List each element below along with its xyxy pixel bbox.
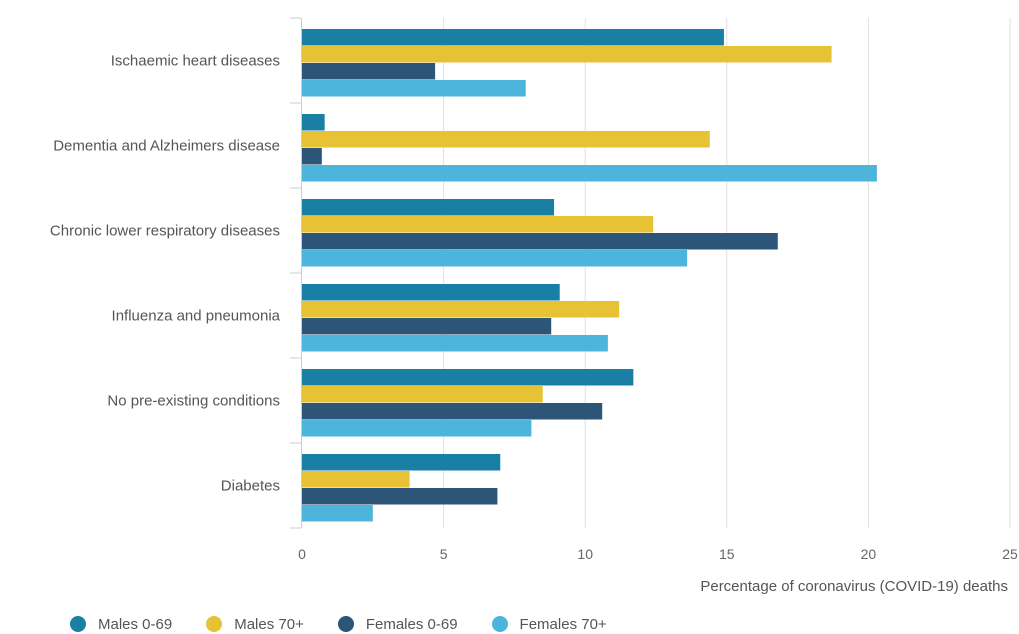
category-label: Influenza and pneumonia <box>112 308 281 325</box>
x-tick-labels: 0 5 10 15 20 25 <box>298 546 1018 562</box>
x-tick-label: 15 <box>719 546 735 562</box>
bar <box>302 29 724 46</box>
x-tick-label: 5 <box>440 546 448 562</box>
bar <box>302 148 322 165</box>
bar <box>302 80 526 97</box>
legend-item[interactable]: Females 0-69 <box>337 615 458 633</box>
category-labels: Ischaemic heart diseases Dementia and Alz… <box>50 53 281 495</box>
bar <box>302 403 603 420</box>
x-tick-label: 0 <box>298 546 306 562</box>
x-tick-label: 20 <box>861 546 877 562</box>
x-axis-title: Percentage of coronavirus (COVID-19) dea… <box>700 578 1008 595</box>
legend-label: Females 0-69 <box>365 615 458 633</box>
bar <box>302 471 410 488</box>
legend-swatch <box>491 616 508 632</box>
legend-label: Females 70+ <box>519 615 607 633</box>
x-tick-label: 25 <box>1002 546 1018 562</box>
gridlines <box>443 18 1011 528</box>
bar <box>302 216 654 233</box>
bar-chart: Ischaemic heart diseases Dementia and Alz… <box>50 17 1018 595</box>
legend-swatch <box>206 616 223 632</box>
bar <box>302 488 498 505</box>
bar <box>302 386 543 403</box>
y-axis <box>290 17 302 529</box>
legend-item[interactable]: Females 70+ <box>491 615 607 633</box>
bar <box>302 284 560 301</box>
category-label: No pre-existing conditions <box>107 393 280 410</box>
bar <box>302 420 532 437</box>
legend-item[interactable]: Males 70+ <box>206 616 304 633</box>
category-label: Diabetes <box>221 478 280 495</box>
bar <box>302 165 877 182</box>
legend-swatch <box>337 616 354 632</box>
category-label: Ischaemic heart diseases <box>111 53 280 70</box>
bar <box>302 301 620 318</box>
bar <box>302 335 608 352</box>
bar <box>302 233 778 250</box>
bar <box>302 454 501 471</box>
bar <box>302 114 325 131</box>
bar <box>302 199 555 216</box>
bar <box>302 46 832 63</box>
bars <box>302 29 877 522</box>
category-label: Chronic lower respiratory diseases <box>50 223 280 240</box>
legend-item[interactable]: Males 0-69 <box>70 616 172 633</box>
x-tick-label: 10 <box>577 546 593 562</box>
legend-swatch <box>70 616 86 632</box>
legend-label: Males 70+ <box>234 615 304 633</box>
bar <box>302 63 436 80</box>
bar <box>302 505 373 522</box>
bar <box>302 250 688 267</box>
category-label: Dementia and Alzheimers disease <box>53 138 280 155</box>
legend-label: Males 0-69 <box>98 615 173 633</box>
legend: Males 0-69 Males 70+ Females 0-69 Females 7… <box>70 614 641 634</box>
bar <box>302 369 634 386</box>
bar <box>302 131 710 148</box>
bar <box>302 318 552 335</box>
